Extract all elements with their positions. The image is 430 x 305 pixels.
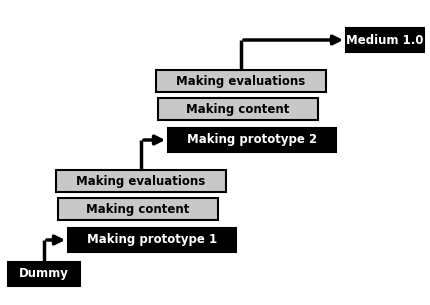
Text: Making evaluations: Making evaluations	[176, 74, 306, 88]
Text: Dummy: Dummy	[19, 267, 69, 281]
Text: Making prototype 2: Making prototype 2	[187, 134, 317, 146]
FancyBboxPatch shape	[158, 98, 318, 120]
Text: Making content: Making content	[186, 102, 290, 116]
FancyBboxPatch shape	[56, 170, 226, 192]
Text: Making content: Making content	[86, 203, 190, 216]
FancyBboxPatch shape	[346, 28, 424, 52]
FancyBboxPatch shape	[58, 198, 218, 220]
Text: Making evaluations: Making evaluations	[77, 174, 206, 188]
FancyBboxPatch shape	[156, 70, 326, 92]
Text: Medium 1.0: Medium 1.0	[346, 34, 424, 46]
FancyBboxPatch shape	[8, 262, 80, 286]
Text: Making prototype 1: Making prototype 1	[87, 234, 217, 246]
FancyBboxPatch shape	[68, 228, 236, 252]
FancyBboxPatch shape	[168, 128, 336, 152]
